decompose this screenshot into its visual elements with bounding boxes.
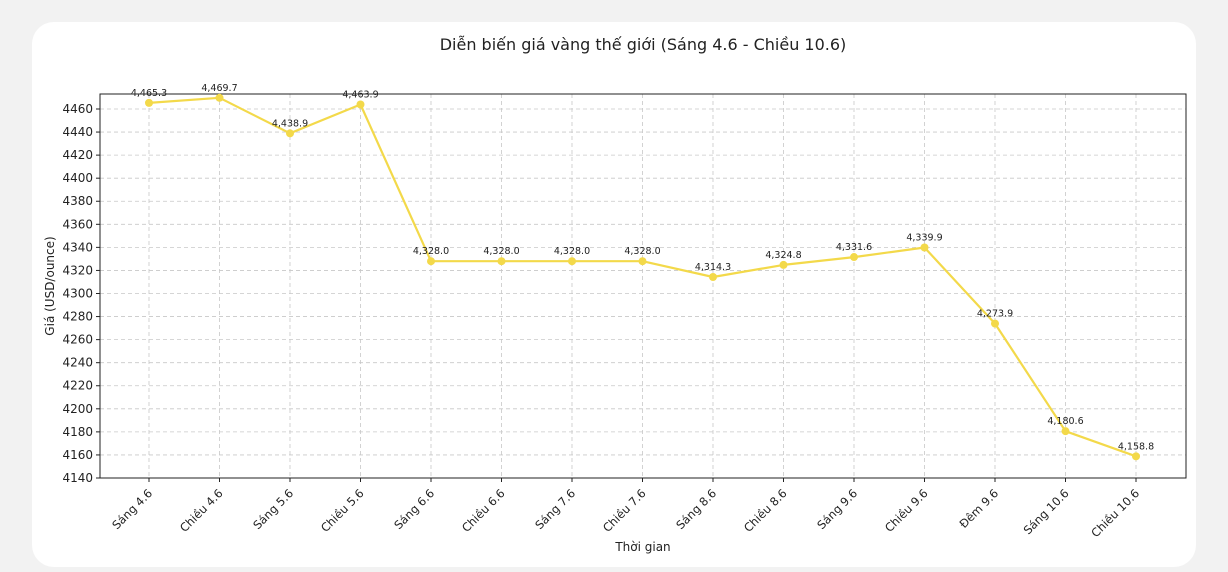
x-tick-label: Sáng 7.6	[532, 486, 578, 532]
x-axis-label: Thời gian	[614, 540, 670, 554]
data-label: 4,328.0	[483, 246, 519, 257]
y-tick-label: 4260	[62, 333, 93, 347]
data-point	[920, 243, 929, 252]
line-chart: Diễn biến giá vàng thế giới (Sáng 4.6 - …	[43, 35, 1187, 554]
chart-card: Diễn biến giá vàng thế giới (Sáng 4.6 - …	[32, 22, 1196, 567]
data-label: 4,314.3	[695, 262, 731, 273]
series	[145, 93, 1140, 461]
data-label: 4,465.3	[131, 88, 167, 99]
grid	[100, 94, 1186, 479]
data-point	[497, 257, 506, 266]
data-label: 4,438.9	[272, 118, 308, 129]
data-label: 4,331.6	[836, 242, 872, 253]
y-tick-label: 4460	[62, 102, 93, 116]
x-tick-label: Chiều 8.6	[741, 486, 790, 535]
y-axis: 4140 4160 4180 4200 4220 4240 4260 4280 4300 4320…	[62, 102, 100, 485]
x-tick-label: Chiều 5.6	[318, 486, 367, 535]
y-tick-label: 4220	[62, 379, 93, 393]
data-label: 4,339.9	[906, 232, 942, 243]
data-label: 4,328.0	[624, 246, 660, 257]
data-point	[850, 253, 858, 262]
data-label: 4,180.6	[1047, 416, 1083, 427]
y-tick-label: 4380	[62, 194, 93, 208]
data-point	[638, 257, 647, 266]
data-point	[1132, 452, 1140, 461]
x-tick-label: Sáng 6.6	[391, 486, 437, 532]
data-label: 4,158.8	[1118, 441, 1154, 452]
data-label: 4,328.0	[554, 246, 590, 257]
data-labels: 4,465.3 4,469.7 4,438.9 4,463.9 4,328.0 4,328…	[131, 83, 1154, 453]
y-tick-label: 4240	[62, 356, 93, 370]
plot-frame	[99, 93, 1187, 479]
data-label: 4,328.0	[413, 246, 449, 257]
chart-title: Diễn biến giá vàng thế giới (Sáng 4.6 - …	[440, 35, 847, 54]
y-axis-label: Giá (USD/ounce)	[43, 236, 57, 335]
y-tick-label: 4420	[62, 148, 93, 162]
x-tick-label: Đêm 9.6	[956, 486, 1001, 531]
data-point	[356, 100, 365, 109]
x-tick-label: Chiều 9.6	[882, 486, 931, 535]
data-label: 4,324.8	[765, 250, 801, 261]
data-point	[286, 129, 294, 138]
data-point	[568, 257, 576, 266]
x-tick-label: Chiều 4.6	[177, 486, 226, 535]
x-tick-label: Chiều 10.6	[1088, 486, 1142, 540]
y-tick-label: 4320	[62, 263, 93, 277]
x-tick-label: Chiều 7.6	[600, 486, 649, 535]
y-tick-label: 4160	[62, 448, 93, 462]
data-point	[709, 273, 717, 282]
data-point	[145, 98, 153, 107]
data-label: 4,273.9	[977, 309, 1013, 320]
x-tick-label: Sáng 4.6	[109, 486, 155, 532]
y-tick-label: 4440	[62, 125, 93, 139]
x-tick-label: Sáng 5.6	[250, 486, 296, 532]
x-tick-label: Sáng 10.6	[1021, 486, 1072, 537]
y-tick-label: 4400	[62, 171, 93, 185]
data-point	[991, 319, 999, 328]
x-tick-label: Sáng 8.6	[673, 486, 719, 532]
data-point	[779, 260, 788, 269]
data-point	[1061, 427, 1070, 436]
data-point	[427, 257, 435, 266]
y-tick-label: 4300	[62, 286, 93, 300]
y-tick-label: 4200	[62, 402, 93, 416]
y-tick-label: 4360	[62, 217, 93, 231]
x-axis: Sáng 4.6 Chiều 4.6 Sáng 5.6 Chiều 5.6 Sáng 6…	[109, 478, 1142, 540]
y-tick-label: 4140	[62, 471, 93, 485]
data-label: 4,463.9	[342, 89, 378, 100]
x-tick-label: Sáng 9.6	[814, 486, 860, 532]
y-tick-label: 4280	[62, 310, 93, 324]
x-tick-label: Chiều 6.6	[459, 486, 508, 535]
y-tick-label: 4340	[62, 240, 93, 254]
data-label: 4,469.7	[201, 83, 237, 94]
data-point	[215, 93, 224, 102]
y-tick-label: 4180	[62, 425, 93, 439]
